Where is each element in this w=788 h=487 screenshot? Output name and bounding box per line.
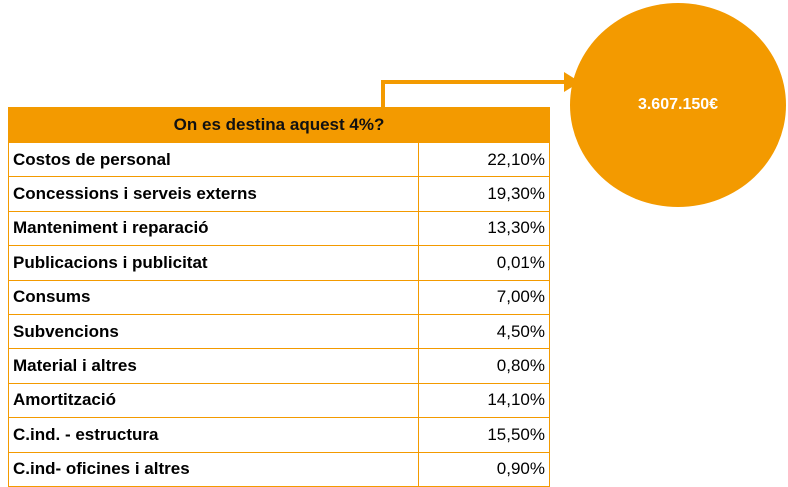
row-label: Publicacions i publicitat <box>8 245 419 281</box>
row-label: C.ind- oficines i altres <box>8 451 419 487</box>
table-row: Costos de personal 22,10% <box>8 141 550 178</box>
table-row: Subvencions 4,50% <box>8 313 550 350</box>
row-value: 7,00% <box>418 279 550 315</box>
row-value: 14,10% <box>418 382 550 419</box>
table: On es destina aquest 4%? Costos de perso… <box>8 107 550 487</box>
row-value: 19,30% <box>418 176 550 212</box>
row-value: 4,50% <box>418 313 550 350</box>
row-value: 22,10% <box>418 141 550 178</box>
row-label: Concessions i serveis externs <box>8 176 419 212</box>
table-row: C.ind. - estructura 15,50% <box>8 417 550 453</box>
header-row: On es destina aquest 4%? <box>8 107 550 143</box>
circle <box>570 3 786 207</box>
row-label: Amortització <box>8 382 419 419</box>
row-label: C.ind. - estructura <box>8 417 419 453</box>
row-label: Manteniment i reparació <box>8 210 419 247</box>
table-row: Concessions i serveis externs 19,30% <box>8 176 550 212</box>
row-value: 13,30% <box>418 210 550 247</box>
row-value: 15,50% <box>418 417 550 453</box>
table-title: On es destina aquest 4%? <box>8 107 550 143</box>
table-row: C.ind- oficines i altres 0,90% <box>8 451 550 487</box>
callout-text: 3.607.150€ <box>637 96 719 113</box>
table-row: Material i altres 0,80% <box>8 348 550 384</box>
arrow-head <box>564 72 580 92</box>
table-row: Amortització 14,10% <box>8 382 550 419</box>
table-row: Manteniment i reparació 13,30% <box>8 210 550 247</box>
row-label: Costos de personal <box>8 141 419 178</box>
row-value: 0,90% <box>418 451 550 487</box>
row-label: Material i altres <box>8 348 419 384</box>
arrow-line <box>381 80 566 107</box>
row-label: Subvencions <box>8 313 419 350</box>
row-value: 0,01% <box>418 245 550 281</box>
table-row: Publicacions i publicitat 0,01% <box>8 245 550 281</box>
row-value: 0,80% <box>418 348 550 384</box>
row-label: Consums <box>8 279 419 315</box>
table-row: Consums 7,00% <box>8 279 550 315</box>
table-body: Costos de personal 22,10% Concessions i se… <box>8 141 550 487</box>
